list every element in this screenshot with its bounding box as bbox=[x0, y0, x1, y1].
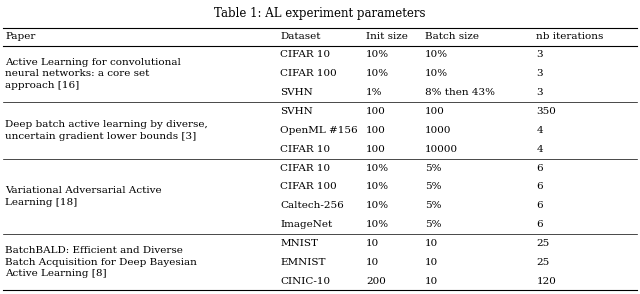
Text: Paper: Paper bbox=[5, 32, 35, 41]
Text: 10: 10 bbox=[425, 239, 438, 248]
Text: 10%: 10% bbox=[425, 51, 448, 59]
Text: SVHN: SVHN bbox=[280, 88, 313, 97]
Text: 10%: 10% bbox=[366, 201, 389, 210]
Text: MNIST: MNIST bbox=[280, 239, 318, 248]
Text: Init size: Init size bbox=[366, 32, 408, 41]
Text: 3: 3 bbox=[536, 88, 543, 97]
Text: 10: 10 bbox=[366, 239, 380, 248]
Text: 5%: 5% bbox=[425, 201, 442, 210]
Text: CIFAR 100: CIFAR 100 bbox=[280, 182, 337, 191]
Text: 3: 3 bbox=[536, 69, 543, 78]
Text: CIFAR 10: CIFAR 10 bbox=[280, 51, 330, 59]
Text: Variational Adversarial Active
Learning [18]: Variational Adversarial Active Learning … bbox=[5, 186, 162, 206]
Text: 10%: 10% bbox=[366, 220, 389, 229]
Text: CIFAR 10: CIFAR 10 bbox=[280, 145, 330, 154]
Text: 8% then 43%: 8% then 43% bbox=[425, 88, 495, 97]
Text: 200: 200 bbox=[366, 277, 386, 285]
Text: 25: 25 bbox=[536, 239, 550, 248]
Text: 4: 4 bbox=[536, 145, 543, 154]
Text: 10%: 10% bbox=[366, 182, 389, 191]
Text: 10%: 10% bbox=[366, 51, 389, 59]
Text: OpenML #156: OpenML #156 bbox=[280, 126, 358, 135]
Text: 5%: 5% bbox=[425, 220, 442, 229]
Text: Active Learning for convolutional
neural networks: a core set
approach [16]: Active Learning for convolutional neural… bbox=[5, 58, 181, 90]
Text: 100: 100 bbox=[366, 126, 386, 135]
Text: Deep batch active learning by diverse,
uncertain gradient lower bounds [3]: Deep batch active learning by diverse, u… bbox=[5, 120, 208, 141]
Text: 6: 6 bbox=[536, 163, 543, 173]
Text: CIFAR 100: CIFAR 100 bbox=[280, 69, 337, 78]
Text: 100: 100 bbox=[425, 107, 445, 116]
Text: 120: 120 bbox=[536, 277, 556, 285]
Text: BatchBALD: Efficient and Diverse
Batch Acquisition for Deep Bayesian
Active Lear: BatchBALD: Efficient and Diverse Batch A… bbox=[5, 246, 197, 278]
Text: 3: 3 bbox=[536, 51, 543, 59]
Text: 350: 350 bbox=[536, 107, 556, 116]
Text: 6: 6 bbox=[536, 201, 543, 210]
Text: 5%: 5% bbox=[425, 163, 442, 173]
Text: 10000: 10000 bbox=[425, 145, 458, 154]
Text: Table 1: AL experiment parameters: Table 1: AL experiment parameters bbox=[214, 7, 426, 20]
Text: SVHN: SVHN bbox=[280, 107, 313, 116]
Text: 5%: 5% bbox=[425, 182, 442, 191]
Text: CINIC-10: CINIC-10 bbox=[280, 277, 330, 285]
Text: ImageNet: ImageNet bbox=[280, 220, 333, 229]
Text: 10%: 10% bbox=[366, 163, 389, 173]
Text: 1%: 1% bbox=[366, 88, 383, 97]
Text: 10: 10 bbox=[425, 277, 438, 285]
Text: 6: 6 bbox=[536, 182, 543, 191]
Text: 10%: 10% bbox=[425, 69, 448, 78]
Text: Dataset: Dataset bbox=[280, 32, 321, 41]
Text: 25: 25 bbox=[536, 258, 550, 267]
Text: 10: 10 bbox=[425, 258, 438, 267]
Text: 4: 4 bbox=[536, 126, 543, 135]
Text: EMNIST: EMNIST bbox=[280, 258, 326, 267]
Text: CIFAR 10: CIFAR 10 bbox=[280, 163, 330, 173]
Text: Caltech-256: Caltech-256 bbox=[280, 201, 344, 210]
Text: 10: 10 bbox=[366, 258, 380, 267]
Text: 6: 6 bbox=[536, 220, 543, 229]
Text: 100: 100 bbox=[366, 107, 386, 116]
Text: 100: 100 bbox=[366, 145, 386, 154]
Text: 10%: 10% bbox=[366, 69, 389, 78]
Text: Batch size: Batch size bbox=[425, 32, 479, 41]
Text: nb iterations: nb iterations bbox=[536, 32, 604, 41]
Text: 1000: 1000 bbox=[425, 126, 451, 135]
